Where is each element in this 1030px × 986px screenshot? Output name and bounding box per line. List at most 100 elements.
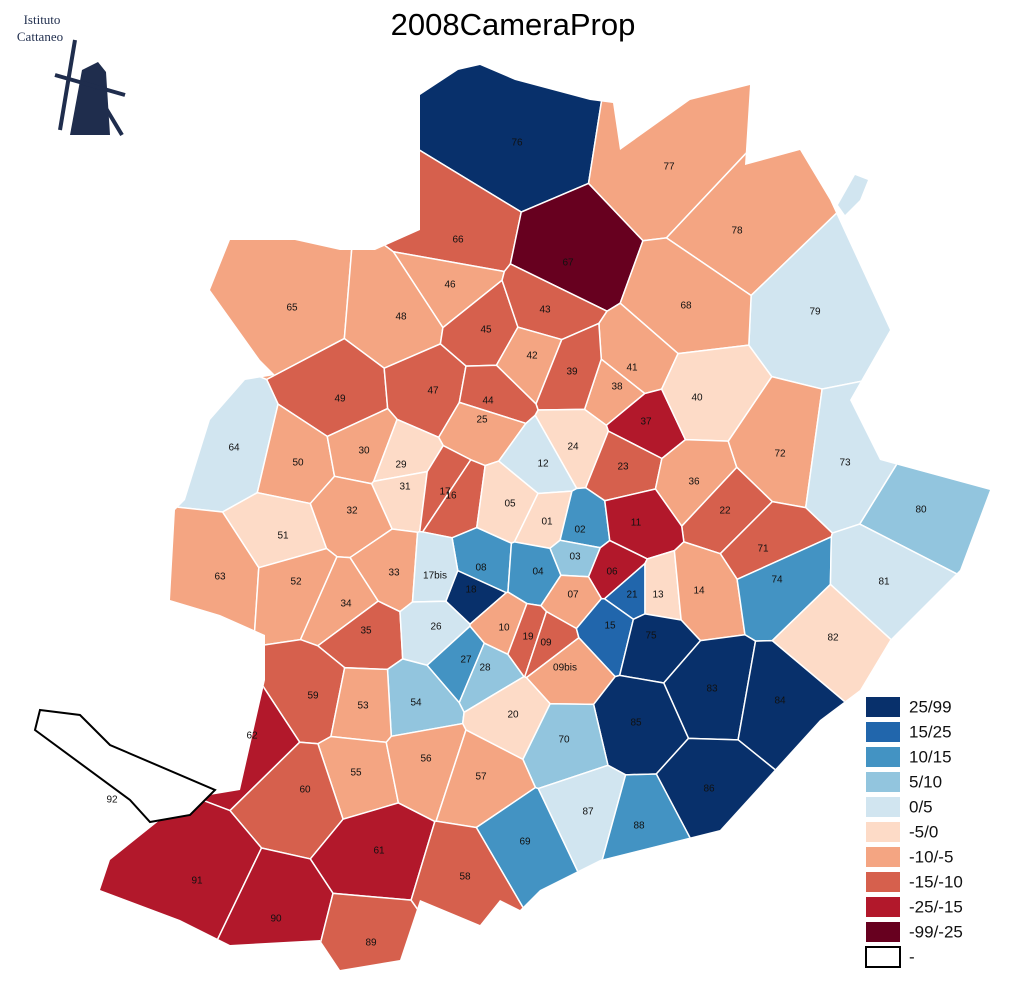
region-label: 34: [340, 599, 352, 610]
region-label: 75: [645, 631, 657, 642]
region-label: 49: [334, 394, 346, 405]
region-label: 63: [214, 572, 226, 583]
region-label: 57: [475, 772, 487, 783]
island: [838, 175, 868, 215]
region-label: 27: [460, 655, 472, 666]
region-label: 32: [346, 506, 358, 517]
region-label: 58: [459, 872, 471, 883]
legend-label: 10/15: [909, 747, 952, 766]
legend-label: -15/-10: [909, 872, 963, 891]
region-label: 39: [566, 367, 578, 378]
region-label: 17: [439, 487, 451, 498]
region-label: 45: [480, 325, 492, 336]
region-label: 89: [365, 938, 377, 949]
region-label: 85: [630, 718, 642, 729]
region-label: 50: [292, 458, 304, 469]
region-label: 61: [373, 846, 385, 857]
region-label: 76: [511, 138, 523, 149]
region-label: 43: [539, 305, 551, 316]
region-label: 51: [277, 531, 289, 542]
region-label: 62: [246, 731, 258, 742]
region-label: 47: [427, 386, 439, 397]
legend-swatch: [866, 922, 900, 942]
legend-label: -5/0: [909, 822, 938, 841]
region: [100, 65, 355, 381]
legend-label: 0/5: [909, 797, 933, 816]
region-label: 73: [839, 458, 851, 469]
region-label: 91: [191, 876, 203, 887]
region-label: 66: [452, 235, 464, 246]
region-label: 69: [519, 837, 531, 848]
region-label: 06: [606, 567, 618, 578]
logo-icon: [70, 62, 110, 135]
legend-swatch: [866, 797, 900, 817]
region: [100, 487, 260, 705]
region-label: 07: [567, 590, 579, 601]
region-label: 78: [731, 226, 743, 237]
legend-label: 25/99: [909, 697, 952, 716]
region-label: 48: [395, 312, 407, 323]
region-label: 03: [569, 552, 581, 563]
region-label: 24: [567, 442, 579, 453]
region-label: 36: [688, 477, 700, 488]
legend-swatch: [866, 697, 900, 717]
logo-icon: [54, 39, 126, 137]
region-label: 13: [652, 590, 664, 601]
region-label: 88: [633, 821, 645, 832]
region-label: 92: [106, 795, 118, 806]
region: [655, 737, 990, 970]
region-label: 81: [878, 577, 890, 588]
region-label: 38: [611, 382, 623, 393]
region-label: 08: [475, 563, 487, 574]
region-label: 87: [582, 807, 594, 818]
region-label: 68: [680, 301, 692, 312]
region-label: 64: [228, 443, 240, 454]
legend-label: 5/10: [909, 772, 942, 791]
region-label: 04: [532, 567, 544, 578]
region-label: 29: [395, 460, 407, 471]
legend-swatch: [865, 946, 901, 968]
legend-swatch: [866, 722, 900, 742]
legend-label: -10/-5: [909, 847, 953, 866]
region-label: 10: [498, 623, 510, 634]
region-label: 72: [774, 449, 786, 460]
region-label: 33: [388, 568, 400, 579]
region-label: 79: [809, 307, 821, 318]
legend-label: -: [909, 947, 915, 966]
legend-label: -99/-25: [909, 922, 963, 941]
region-label: 02: [574, 525, 586, 536]
region-label: 86: [703, 784, 715, 795]
region-label: 67: [562, 258, 574, 269]
region-label: 09: [540, 638, 552, 649]
region-label: 12: [537, 459, 549, 470]
region-label: 14: [693, 586, 705, 597]
legend-swatch: [866, 872, 900, 892]
logo-text: Cattaneo: [17, 29, 63, 44]
legend-swatch: [866, 772, 900, 792]
logo: Istituto Cattaneo: [17, 12, 126, 137]
region-label: 55: [350, 768, 362, 779]
region-label: 44: [482, 396, 494, 407]
legend-swatch: [866, 847, 900, 867]
region-label: 42: [526, 351, 538, 362]
region-label: 19: [522, 632, 534, 643]
region-label: 01: [541, 517, 553, 528]
region-label: 74: [771, 575, 783, 586]
region-label: 83: [706, 684, 718, 695]
region-label: 90: [270, 914, 282, 925]
region-label: 56: [420, 754, 432, 765]
region-label: 28: [479, 663, 491, 674]
region-label: 53: [357, 701, 369, 712]
region-label: 70: [558, 735, 570, 746]
region-label: 17bis: [423, 571, 447, 582]
region-label: 46: [444, 280, 456, 291]
region-label: 31: [399, 482, 411, 493]
legend-label: -25/-15: [909, 897, 963, 916]
region-label: 35: [360, 626, 372, 637]
region-label: 40: [691, 393, 703, 404]
region-label: 59: [307, 691, 319, 702]
region-label: 52: [290, 577, 302, 588]
region-label: 05: [504, 499, 516, 510]
region-label: 11: [631, 518, 642, 529]
